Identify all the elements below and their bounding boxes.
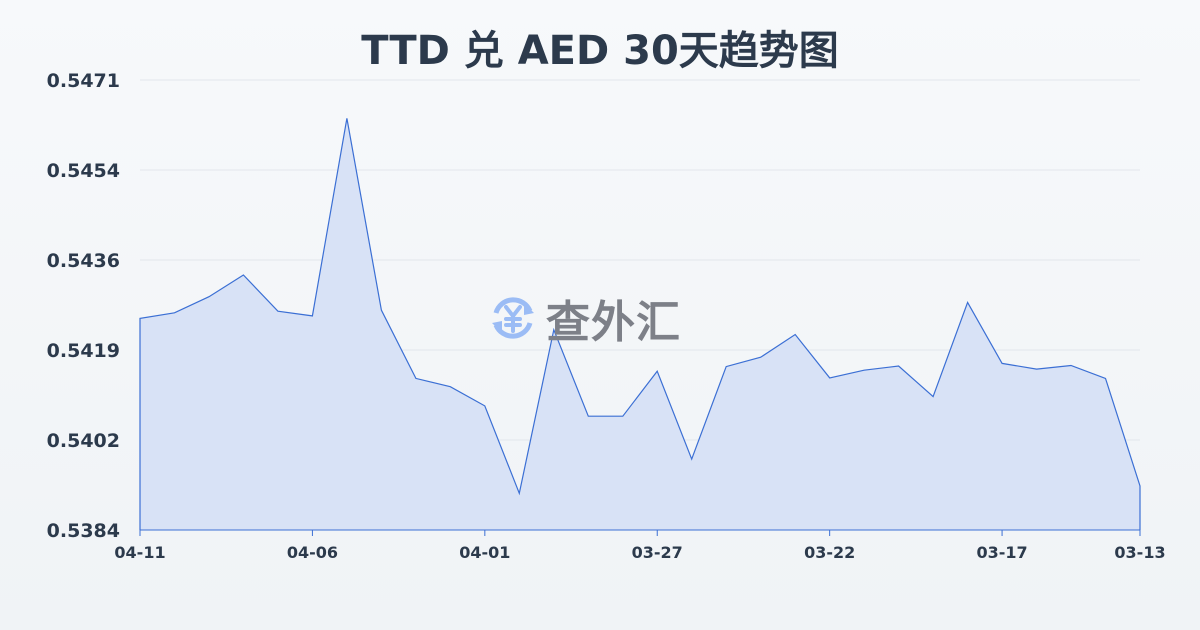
series-line xyxy=(139,118,1141,530)
y-tick-label: 0.5419 xyxy=(47,340,120,362)
area-fill xyxy=(140,118,1140,531)
x-tick-label: 03-17 xyxy=(976,543,1027,562)
watermark: 查外汇 xyxy=(488,286,681,350)
y-tick-label: 0.5402 xyxy=(47,430,120,452)
y-tick-label: 0.5436 xyxy=(47,250,120,272)
yen-exchange-icon xyxy=(492,297,534,339)
x-tick-label: 03-13 xyxy=(1114,543,1165,562)
x-tick-label: 03-22 xyxy=(804,543,855,562)
y-tick-label: 0.5454 xyxy=(47,160,120,182)
watermark-text: 查外汇 xyxy=(546,297,681,348)
x-tick-label: 04-01 xyxy=(459,543,510,562)
x-tick-label: 03-27 xyxy=(632,543,683,562)
chart-title: TTD 兑 AED 30天趋势图 xyxy=(361,28,839,74)
y-tick-label: 0.5384 xyxy=(47,520,120,542)
x-tick-label: 04-11 xyxy=(114,543,165,562)
y-tick-label: 0.5471 xyxy=(47,70,120,92)
x-tick-label: 04-06 xyxy=(287,543,338,562)
